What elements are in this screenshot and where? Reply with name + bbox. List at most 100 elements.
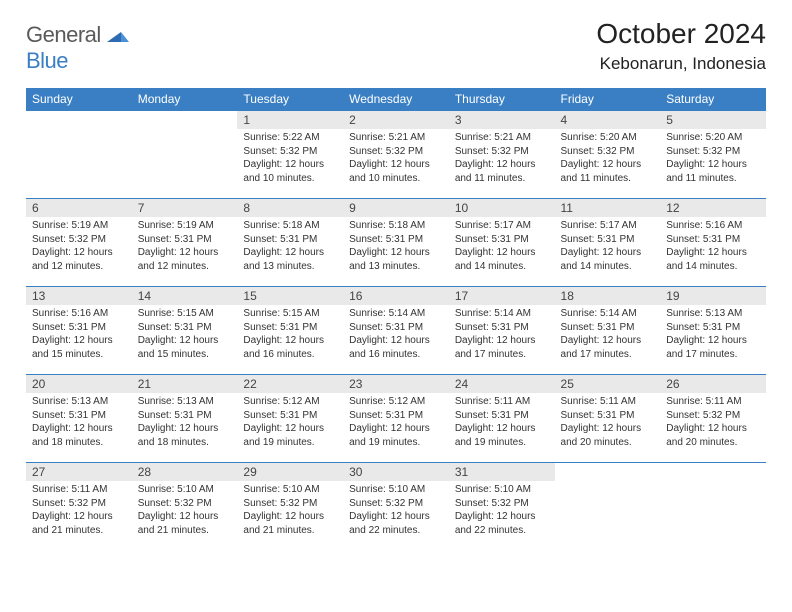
calendar-week-row: 1Sunrise: 5:22 AMSunset: 5:32 PMDaylight… xyxy=(26,110,766,198)
day-details: Sunrise: 5:21 AMSunset: 5:32 PMDaylight:… xyxy=(449,129,555,187)
day-details: Sunrise: 5:14 AMSunset: 5:31 PMDaylight:… xyxy=(555,305,661,363)
daylight-text: Daylight: 12 hours and 15 minutes. xyxy=(32,334,126,361)
calendar-week-row: 13Sunrise: 5:16 AMSunset: 5:31 PMDayligh… xyxy=(26,286,766,374)
day-number: 16 xyxy=(343,286,449,305)
day-details: Sunrise: 5:14 AMSunset: 5:31 PMDaylight:… xyxy=(449,305,555,363)
logo-text-blue: Blue xyxy=(26,48,68,73)
day-details: Sunrise: 5:21 AMSunset: 5:32 PMDaylight:… xyxy=(343,129,449,187)
day-number: 27 xyxy=(26,462,132,481)
weekday-header: Sunday xyxy=(26,88,132,110)
calendar-day-cell: 16Sunrise: 5:14 AMSunset: 5:31 PMDayligh… xyxy=(343,286,449,374)
weekday-header: Wednesday xyxy=(343,88,449,110)
calendar-day-cell: 11Sunrise: 5:17 AMSunset: 5:31 PMDayligh… xyxy=(555,198,661,286)
day-details: Sunrise: 5:20 AMSunset: 5:32 PMDaylight:… xyxy=(660,129,766,187)
day-details: Sunrise: 5:13 AMSunset: 5:31 PMDaylight:… xyxy=(26,393,132,451)
calendar-day-cell: 15Sunrise: 5:15 AMSunset: 5:31 PMDayligh… xyxy=(237,286,343,374)
calendar-day-cell: 20Sunrise: 5:13 AMSunset: 5:31 PMDayligh… xyxy=(26,374,132,462)
day-number: 31 xyxy=(449,462,555,481)
logo-mark-icon xyxy=(107,28,129,42)
calendar-day-cell: 1Sunrise: 5:22 AMSunset: 5:32 PMDaylight… xyxy=(237,110,343,198)
daylight-text: Daylight: 12 hours and 19 minutes. xyxy=(455,422,549,449)
sunset-text: Sunset: 5:31 PM xyxy=(243,321,337,335)
day-number: 20 xyxy=(26,374,132,393)
page-title: October 2024 xyxy=(596,18,766,50)
day-number: 14 xyxy=(132,286,238,305)
day-details: Sunrise: 5:11 AMSunset: 5:32 PMDaylight:… xyxy=(660,393,766,451)
sunrise-text: Sunrise: 5:12 AM xyxy=(243,395,337,409)
calendar-day-cell: 12Sunrise: 5:16 AMSunset: 5:31 PMDayligh… xyxy=(660,198,766,286)
calendar-day-cell xyxy=(660,462,766,550)
day-number: 5 xyxy=(660,110,766,129)
sunrise-text: Sunrise: 5:16 AM xyxy=(32,307,126,321)
day-details: Sunrise: 5:22 AMSunset: 5:32 PMDaylight:… xyxy=(237,129,343,187)
sunset-text: Sunset: 5:31 PM xyxy=(561,233,655,247)
sunset-text: Sunset: 5:31 PM xyxy=(32,409,126,423)
calendar-day-cell: 13Sunrise: 5:16 AMSunset: 5:31 PMDayligh… xyxy=(26,286,132,374)
day-details: Sunrise: 5:19 AMSunset: 5:31 PMDaylight:… xyxy=(132,217,238,275)
daylight-text: Daylight: 12 hours and 21 minutes. xyxy=(243,510,337,537)
calendar-day-cell: 5Sunrise: 5:20 AMSunset: 5:32 PMDaylight… xyxy=(660,110,766,198)
day-number: 25 xyxy=(555,374,661,393)
weekday-header: Friday xyxy=(555,88,661,110)
day-number xyxy=(555,462,661,481)
day-number xyxy=(660,462,766,481)
daylight-text: Daylight: 12 hours and 17 minutes. xyxy=(666,334,760,361)
day-number: 8 xyxy=(237,198,343,217)
day-details: Sunrise: 5:11 AMSunset: 5:32 PMDaylight:… xyxy=(26,481,132,539)
calendar-day-cell: 25Sunrise: 5:11 AMSunset: 5:31 PMDayligh… xyxy=(555,374,661,462)
sunrise-text: Sunrise: 5:13 AM xyxy=(32,395,126,409)
sunset-text: Sunset: 5:31 PM xyxy=(561,409,655,423)
sunset-text: Sunset: 5:32 PM xyxy=(32,497,126,511)
day-number: 21 xyxy=(132,374,238,393)
title-block: October 2024 Kebonarun, Indonesia xyxy=(596,18,766,74)
sunset-text: Sunset: 5:31 PM xyxy=(349,233,443,247)
sunrise-text: Sunrise: 5:22 AM xyxy=(243,131,337,145)
sunrise-text: Sunrise: 5:13 AM xyxy=(138,395,232,409)
daylight-text: Daylight: 12 hours and 21 minutes. xyxy=(138,510,232,537)
sunset-text: Sunset: 5:31 PM xyxy=(138,233,232,247)
day-number: 11 xyxy=(555,198,661,217)
day-details: Sunrise: 5:19 AMSunset: 5:32 PMDaylight:… xyxy=(26,217,132,275)
daylight-text: Daylight: 12 hours and 21 minutes. xyxy=(32,510,126,537)
day-number: 22 xyxy=(237,374,343,393)
calendar-day-cell xyxy=(555,462,661,550)
calendar-day-cell: 7Sunrise: 5:19 AMSunset: 5:31 PMDaylight… xyxy=(132,198,238,286)
sunset-text: Sunset: 5:31 PM xyxy=(455,409,549,423)
sunset-text: Sunset: 5:31 PM xyxy=(243,409,337,423)
sunset-text: Sunset: 5:31 PM xyxy=(349,409,443,423)
sunset-text: Sunset: 5:32 PM xyxy=(666,145,760,159)
calendar-day-cell: 3Sunrise: 5:21 AMSunset: 5:32 PMDaylight… xyxy=(449,110,555,198)
day-number: 29 xyxy=(237,462,343,481)
sunset-text: Sunset: 5:32 PM xyxy=(455,145,549,159)
sunset-text: Sunset: 5:32 PM xyxy=(349,497,443,511)
daylight-text: Daylight: 12 hours and 14 minutes. xyxy=(455,246,549,273)
day-number: 26 xyxy=(660,374,766,393)
day-number: 3 xyxy=(449,110,555,129)
day-number: 18 xyxy=(555,286,661,305)
day-number: 23 xyxy=(343,374,449,393)
day-details: Sunrise: 5:11 AMSunset: 5:31 PMDaylight:… xyxy=(449,393,555,451)
day-details: Sunrise: 5:12 AMSunset: 5:31 PMDaylight:… xyxy=(343,393,449,451)
weekday-header: Tuesday xyxy=(237,88,343,110)
day-number: 19 xyxy=(660,286,766,305)
day-details: Sunrise: 5:15 AMSunset: 5:31 PMDaylight:… xyxy=(132,305,238,363)
sunrise-text: Sunrise: 5:13 AM xyxy=(666,307,760,321)
day-details: Sunrise: 5:10 AMSunset: 5:32 PMDaylight:… xyxy=(132,481,238,539)
daylight-text: Daylight: 12 hours and 13 minutes. xyxy=(243,246,337,273)
day-details: Sunrise: 5:13 AMSunset: 5:31 PMDaylight:… xyxy=(132,393,238,451)
day-number xyxy=(132,110,238,129)
daylight-text: Daylight: 12 hours and 10 minutes. xyxy=(349,158,443,185)
sunrise-text: Sunrise: 5:15 AM xyxy=(243,307,337,321)
day-details: Sunrise: 5:11 AMSunset: 5:31 PMDaylight:… xyxy=(555,393,661,451)
sunrise-text: Sunrise: 5:18 AM xyxy=(243,219,337,233)
daylight-text: Daylight: 12 hours and 11 minutes. xyxy=(561,158,655,185)
sunset-text: Sunset: 5:31 PM xyxy=(666,321,760,335)
sunrise-text: Sunrise: 5:11 AM xyxy=(666,395,760,409)
calendar-day-cell: 31Sunrise: 5:10 AMSunset: 5:32 PMDayligh… xyxy=(449,462,555,550)
daylight-text: Daylight: 12 hours and 18 minutes. xyxy=(138,422,232,449)
day-details: Sunrise: 5:18 AMSunset: 5:31 PMDaylight:… xyxy=(343,217,449,275)
daylight-text: Daylight: 12 hours and 14 minutes. xyxy=(561,246,655,273)
sunrise-text: Sunrise: 5:15 AM xyxy=(138,307,232,321)
sunrise-text: Sunrise: 5:19 AM xyxy=(32,219,126,233)
daylight-text: Daylight: 12 hours and 14 minutes. xyxy=(666,246,760,273)
